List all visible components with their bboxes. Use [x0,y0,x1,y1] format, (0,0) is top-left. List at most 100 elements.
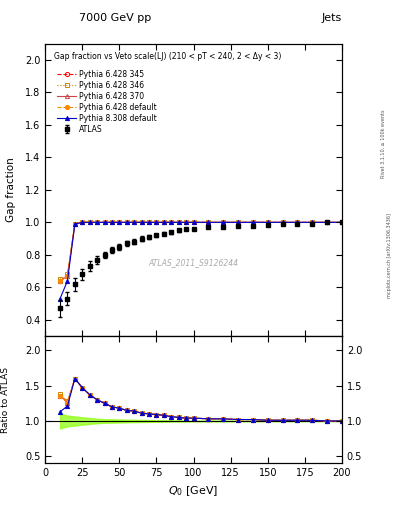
Pythia 6.428 346 [184,219,189,225]
Pythia 8.308 default [169,219,174,225]
Pythia 8.308 default [110,219,114,225]
Pythia 6.428 370 [95,219,99,225]
Pythia 6.428 346 [236,219,241,225]
Pythia 6.428 default [191,219,196,225]
Pythia 6.428 370 [340,219,344,225]
Pythia 6.428 345 [162,219,166,225]
Pythia 6.428 370 [162,219,166,225]
Pythia 8.308 default [147,219,151,225]
Pythia 8.308 default [117,219,122,225]
Pythia 6.428 345 [295,219,300,225]
Pythia 6.428 default [154,219,159,225]
Pythia 6.428 370 [87,219,92,225]
Pythia 8.308 default [280,219,285,225]
Pythia 6.428 370 [184,219,189,225]
Pythia 6.428 default [325,219,329,225]
Pythia 6.428 346 [80,219,84,225]
Pythia 8.308 default [80,219,84,225]
Text: Gap fraction vs Veto scale(LJ) (210 < pT < 240, 2 < Δy < 3): Gap fraction vs Veto scale(LJ) (210 < pT… [54,52,281,61]
Pythia 6.428 346 [139,219,144,225]
Pythia 6.428 default [340,219,344,225]
Pythia 6.428 370 [169,219,174,225]
Pythia 6.428 370 [117,219,122,225]
Pythia 8.308 default [95,219,99,225]
Line: Pythia 6.428 370: Pythia 6.428 370 [58,220,344,283]
Pythia 6.428 345 [184,219,189,225]
Text: Rivet 3.1.10, ≥ 100k events: Rivet 3.1.10, ≥ 100k events [381,109,386,178]
Line: Pythia 6.428 346: Pythia 6.428 346 [58,220,344,281]
Pythia 6.428 345 [147,219,151,225]
Pythia 8.308 default [251,219,255,225]
Pythia 6.428 345 [132,219,137,225]
Pythia 6.428 345 [340,219,344,225]
Pythia 6.428 345 [80,219,84,225]
Pythia 6.428 370 [80,219,84,225]
Pythia 6.428 default [125,219,129,225]
Pythia 6.428 370 [280,219,285,225]
Pythia 6.428 346 [65,271,70,278]
Pythia 6.428 default [169,219,174,225]
Pythia 6.428 346 [102,219,107,225]
Pythia 6.428 345 [236,219,241,225]
Pythia 8.308 default [340,219,344,225]
Pythia 6.428 370 [251,219,255,225]
Pythia 6.428 default [132,219,137,225]
Pythia 6.428 346 [310,219,314,225]
Pythia 8.308 default [162,219,166,225]
Pythia 6.428 370 [154,219,159,225]
Pythia 8.308 default [206,219,211,225]
Text: 7000 GeV pp: 7000 GeV pp [79,13,151,23]
Pythia 6.428 345 [176,219,181,225]
Pythia 6.428 346 [280,219,285,225]
Pythia 6.428 default [310,219,314,225]
Pythia 6.428 370 [236,219,241,225]
Line: Pythia 8.308 default: Pythia 8.308 default [58,220,344,301]
Pythia 6.428 346 [125,219,129,225]
Pythia 6.428 346 [132,219,137,225]
Pythia 6.428 default [102,219,107,225]
Pythia 6.428 370 [310,219,314,225]
Pythia 6.428 345 [102,219,107,225]
Pythia 6.428 345 [87,219,92,225]
Pythia 6.428 346 [169,219,174,225]
Pythia 6.428 346 [206,219,211,225]
Pythia 6.428 default [280,219,285,225]
Pythia 6.428 370 [325,219,329,225]
Pythia 6.428 346 [191,219,196,225]
Y-axis label: Ratio to ATLAS: Ratio to ATLAS [0,367,9,433]
Pythia 6.428 default [65,273,70,279]
Pythia 6.428 346 [340,219,344,225]
Pythia 8.308 default [87,219,92,225]
Pythia 6.428 default [162,219,166,225]
Pythia 6.428 default [58,278,62,284]
Pythia 6.428 370 [147,219,151,225]
Pythia 6.428 370 [102,219,107,225]
Pythia 6.428 370 [206,219,211,225]
Pythia 6.428 345 [95,219,99,225]
Pythia 6.428 default [251,219,255,225]
Pythia 6.428 345 [58,278,62,284]
Pythia 6.428 default [110,219,114,225]
Pythia 6.428 370 [110,219,114,225]
Legend: Pythia 6.428 345, Pythia 6.428 346, Pythia 6.428 370, Pythia 6.428 default, Pyth: Pythia 6.428 345, Pythia 6.428 346, Pyth… [55,68,160,136]
Pythia 6.428 370 [221,219,226,225]
Pythia 6.428 345 [169,219,174,225]
Pythia 6.428 346 [58,276,62,282]
Text: Jets: Jets [321,13,342,23]
Pythia 6.428 345 [191,219,196,225]
Pythia 8.308 default [221,219,226,225]
Pythia 6.428 370 [58,278,62,284]
Pythia 8.308 default [139,219,144,225]
Pythia 6.428 default [80,219,84,225]
Pythia 6.428 default [73,221,77,227]
Pythia 8.308 default [176,219,181,225]
Line: Pythia 6.428 345: Pythia 6.428 345 [58,220,344,283]
Pythia 6.428 346 [117,219,122,225]
Pythia 6.428 345 [154,219,159,225]
Pythia 6.428 345 [325,219,329,225]
Pythia 8.308 default [310,219,314,225]
Pythia 8.308 default [132,219,137,225]
Pythia 6.428 345 [125,219,129,225]
Pythia 6.428 default [147,219,151,225]
Pythia 6.428 346 [295,219,300,225]
